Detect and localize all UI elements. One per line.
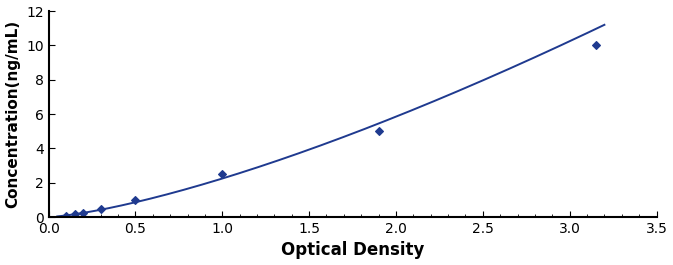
Y-axis label: Concentration(ng/mL): Concentration(ng/mL) [5,20,21,208]
X-axis label: Optical Density: Optical Density [281,241,424,259]
